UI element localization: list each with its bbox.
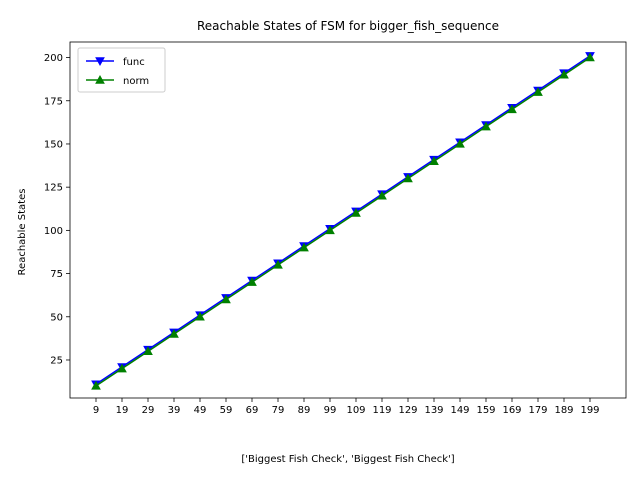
series-point-norm <box>377 190 387 200</box>
legend: func norm <box>77 47 166 93</box>
y-tick-label: 175 <box>44 96 63 107</box>
x-tick-label: 199 <box>580 405 599 416</box>
series-point-norm <box>299 242 309 252</box>
y-axis-label: Reachable States <box>17 189 28 276</box>
x-tick-label: 49 <box>194 405 207 416</box>
x-tick-label: 79 <box>272 405 285 416</box>
plot-area: 9 19 29 39 49 59 69 79 89 99 109 119 129 139 149 159 169… <box>44 41 627 416</box>
series-point-norm <box>351 208 361 217</box>
x-tick-label: 99 <box>324 405 337 416</box>
x-tick-label: 119 <box>372 405 391 416</box>
y-tick-label: 200 <box>44 53 63 64</box>
y-tick-label: 25 <box>50 355 63 366</box>
x-tick-label: 89 <box>298 405 311 416</box>
series-point-norm <box>91 380 101 390</box>
x-tick-label: 59 <box>220 405 233 416</box>
series-point-norm <box>169 329 179 338</box>
y-tick-label: 100 <box>44 226 63 237</box>
x-tick-label: 109 <box>346 405 365 416</box>
x-tick-label: 139 <box>424 405 443 416</box>
x-tick-label: 29 <box>142 405 155 416</box>
legend-label-norm: norm <box>123 76 149 87</box>
x-tick-label: 179 <box>528 405 547 416</box>
series-point-norm <box>559 69 569 79</box>
y-tick-label: 50 <box>50 312 63 323</box>
series-point-norm <box>221 294 231 304</box>
x-tick-label: 129 <box>398 405 417 416</box>
series-point-norm <box>195 311 205 321</box>
x-tick-label: 39 <box>168 405 181 416</box>
x-tick-label: 19 <box>116 405 129 416</box>
series-point-norm <box>273 259 283 269</box>
series-point-norm <box>403 173 413 183</box>
legend-label-func: func <box>123 57 145 68</box>
y-tick-label: 125 <box>44 183 63 194</box>
y-tick-label: 75 <box>50 269 63 280</box>
series-point-norm <box>143 346 153 356</box>
x-tick-label: 169 <box>502 405 521 416</box>
y-tick-label: 150 <box>44 139 63 150</box>
series-point-norm <box>455 138 465 148</box>
legend-marker-norm <box>95 74 105 84</box>
series-point-norm <box>585 52 595 62</box>
series-point-norm <box>507 104 517 114</box>
chart-title: Reachable States of FSM for bigger_fish_… <box>197 19 499 33</box>
series-point-norm <box>481 121 491 131</box>
x-tick-label: 159 <box>476 405 495 416</box>
x-tick-label: 149 <box>450 405 469 416</box>
x-axis-label: ['Biggest Fish Check', 'Biggest Fish Che… <box>241 454 454 465</box>
x-tick-label: 189 <box>554 405 573 416</box>
series-point-norm <box>429 156 439 165</box>
x-tick-label: 69 <box>246 405 259 416</box>
series-point-norm <box>247 277 257 286</box>
series-point-norm <box>325 225 335 235</box>
legend-marker-func <box>95 57 105 67</box>
series-point-norm <box>117 363 127 373</box>
x-tick-label: 9 <box>93 405 99 416</box>
axes-frame <box>69 41 627 399</box>
legend-box <box>77 47 166 93</box>
series-point-norm <box>533 87 543 96</box>
